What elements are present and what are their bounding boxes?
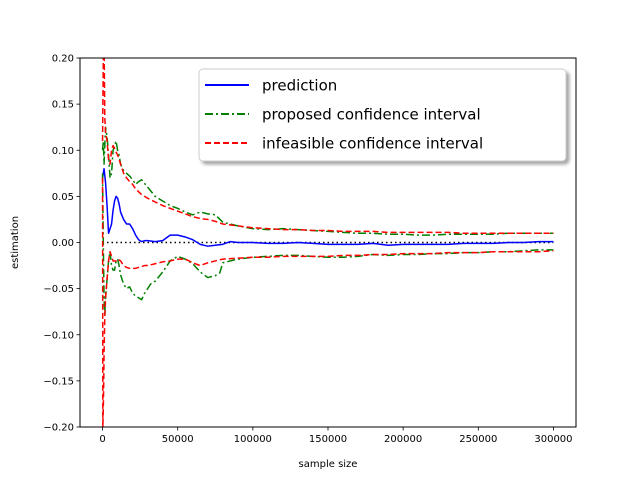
- y-tick-label: 0.10: [52, 146, 74, 157]
- legend: prediction proposed confidence interval in…: [198, 68, 567, 162]
- y-tick-label: 0.20: [52, 54, 74, 65]
- x-axis-label: sample size: [299, 459, 358, 470]
- series-layer: [101, 58, 554, 427]
- y-tick-label: −0.15: [43, 376, 74, 387]
- legend-label: proposed confidence interval: [262, 106, 481, 124]
- series-lower-infeasible-confidence-interval: [101, 177, 554, 427]
- y-tick-label: −0.20: [43, 423, 74, 434]
- x-tick-label: 200000: [384, 434, 422, 445]
- series-upper-proposed-confidence-interval: [101, 126, 554, 236]
- x-tick-label: 0: [99, 434, 105, 445]
- x-tick-label: 50000: [162, 434, 194, 445]
- x-tick-label: 300000: [534, 434, 572, 445]
- series-line-prediction: [101, 167, 554, 247]
- y-tick-label: 0.15: [52, 100, 74, 111]
- x-tick-label: 100000: [234, 434, 272, 445]
- y-tick-label: 0.05: [52, 192, 74, 203]
- legend-box: [198, 68, 567, 162]
- legend-label: infeasible confidence interval: [262, 135, 483, 153]
- y-axis: −0.20 −0.15 −0.10 −0.05 0.00 0.05 0.10 0.15 0.20: [43, 54, 80, 434]
- y-axis-label: estimation: [10, 216, 21, 269]
- x-tick-label: 250000: [459, 434, 497, 445]
- y-tick-label: −0.05: [43, 284, 74, 295]
- x-tick-label: 150000: [309, 434, 347, 445]
- series-lower-proposed-confidence-interval: [101, 173, 554, 318]
- x-axis: 0 50000 100000 150000 200000 250000 300000: [99, 427, 573, 445]
- y-tick-label: −0.10: [43, 330, 74, 341]
- series-upper-infeasible-confidence-interval: [101, 58, 554, 235]
- y-tick-label: 0.00: [52, 238, 74, 249]
- legend-label: prediction: [262, 77, 337, 95]
